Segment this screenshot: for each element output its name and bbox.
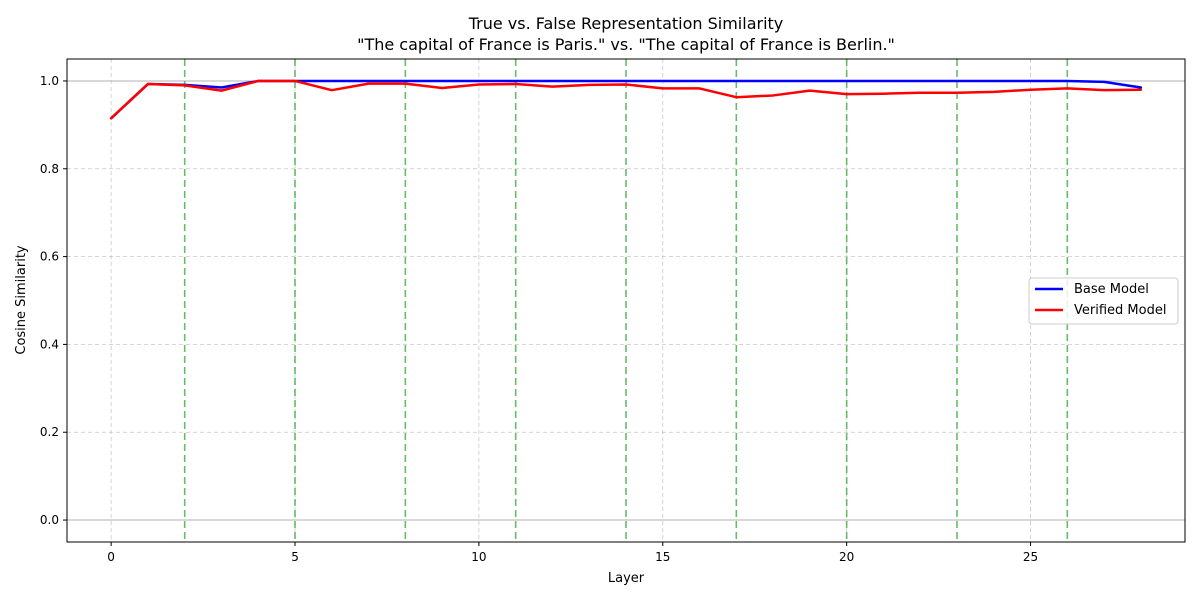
layer-markers [183, 59, 1069, 542]
legend-label-base-model: Base Model [1074, 282, 1149, 297]
series-layer [109, 79, 1143, 120]
plot-frame [66, 58, 1186, 543]
x-axis-ticks: 0 5 10 15 20 25 [107, 542, 1038, 564]
chart-subtitle: "The capital of France is Paris." vs. "T… [357, 35, 895, 54]
chart-title: True vs. False Representation Similarity [468, 14, 784, 33]
x-tick-label-20: 20 [839, 550, 854, 564]
reference-lines [67, 80, 1185, 521]
legend-box [1028, 277, 1179, 325]
y-tick-label-0_6: 0.6 [40, 250, 59, 264]
y-axis-ticks: 0.0 0.2 0.4 0.6 0.8 1.0 [40, 74, 67, 527]
x-tick-label-5: 5 [291, 550, 299, 564]
y-tick-label-1: 1.0 [40, 74, 59, 88]
legend: Base Model Verified Model [1028, 277, 1179, 325]
x-tick-label-0: 0 [107, 550, 115, 564]
x-axis-label: Layer [608, 571, 645, 586]
y-axis-label: Cosine Similarity [14, 245, 29, 355]
x-tick-label-10: 10 [471, 550, 486, 564]
y-tick-label-0_4: 0.4 [40, 337, 59, 351]
series-line-verified-model [109, 79, 1143, 120]
x-tick-label-25: 25 [1023, 550, 1038, 564]
y-tick-label-0: 0.0 [40, 513, 59, 527]
y-tick-label-0_8: 0.8 [40, 162, 59, 176]
x-tick-label-15: 15 [655, 550, 670, 564]
legend-label-verified-model: Verified Model [1074, 303, 1166, 318]
y-tick-label-0_2: 0.2 [40, 425, 59, 439]
